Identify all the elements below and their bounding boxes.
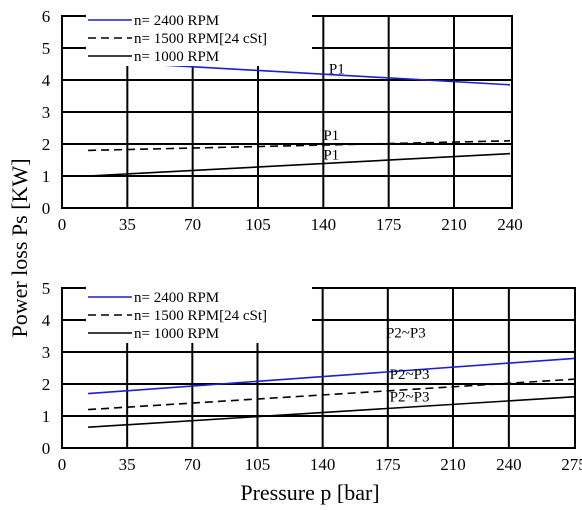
legend-label: n= 1500 RPM[24 cSt] <box>134 308 267 324</box>
series-line <box>88 396 575 428</box>
x-tick-label: 210 <box>440 455 466 474</box>
series-line <box>88 378 575 411</box>
y-tick-label: 4 <box>42 71 51 90</box>
x-tick-label: 140 <box>311 215 337 234</box>
x-tick-label: 175 <box>375 455 401 474</box>
plot-frame <box>61 287 576 449</box>
y-axis-label: Power loss Ps [KW] <box>7 158 32 337</box>
x-tick-label: 0 <box>58 455 67 474</box>
x-tick-label: 105 <box>245 455 271 474</box>
legend-label: n= 2400 RPM <box>134 13 219 29</box>
y-tick-label: 2 <box>42 135 51 154</box>
curve-annotation: P2~P3 <box>390 367 430 383</box>
legend-label: n= 1500 RPM[24 cSt] <box>134 31 267 47</box>
x-tick-label: 240 <box>496 455 522 474</box>
curve-annotation: P2~P3 <box>390 390 430 406</box>
x-tick-label: 35 <box>119 455 136 474</box>
chart-top: 0 35 70 105 140 175 210 240 0 1 2 3 4 5 6 n= 2400 RPM n=… <box>42 7 523 234</box>
y-tick-label: 0 <box>42 199 51 218</box>
x-tick-label: 105 <box>245 215 271 234</box>
legend-label: n= 1000 RPM <box>134 326 219 342</box>
x-tick-label: 275 <box>561 455 582 474</box>
y-tick-label: 2 <box>42 375 51 394</box>
x-tick-label: 70 <box>184 455 201 474</box>
x-tick-label: 70 <box>184 215 201 234</box>
y-tick-label: 0 <box>42 439 51 458</box>
x-tick-label: 210 <box>441 215 467 234</box>
y-tick-label: 4 <box>42 311 51 330</box>
legend-label: n= 1000 RPM <box>134 49 219 65</box>
y-tick-label: 5 <box>42 39 51 58</box>
x-tick-label: 0 <box>58 215 67 234</box>
series-line <box>88 140 511 152</box>
y-tick-label: 5 <box>42 279 51 298</box>
y-tick-label: 1 <box>42 407 51 426</box>
y-tick-label: 3 <box>42 343 51 362</box>
curve-annotation: P1 <box>323 128 339 144</box>
y-tick-label: 3 <box>42 103 51 122</box>
x-tick-label: 140 <box>310 455 336 474</box>
x-tick-label: 240 <box>497 215 523 234</box>
x-tick-label: 175 <box>376 215 402 234</box>
x-tick-label: 35 <box>119 215 136 234</box>
curve-annotation: P2~P3 <box>386 326 426 342</box>
chart-bottom: 0 35 70 105 140 175 210 240 275 0 1 2 3 4 5 n= 2400 RPM… <box>42 279 582 474</box>
series-line <box>88 357 575 395</box>
curve-annotation: P1 <box>329 62 345 78</box>
y-tick-label: 1 <box>42 167 51 186</box>
curve-annotation: P1 <box>323 147 339 163</box>
series-line <box>88 152 511 177</box>
x-axis-label: Pressure p [bar] <box>240 480 379 505</box>
legend-label: n= 2400 RPM <box>134 290 219 306</box>
y-tick-label: 6 <box>42 7 51 26</box>
